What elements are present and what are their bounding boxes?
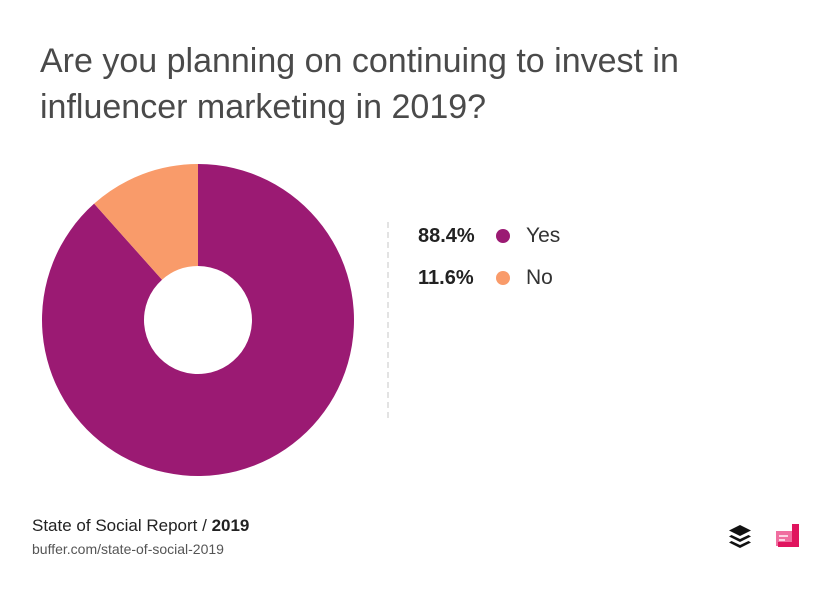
legend-swatch-no <box>496 271 510 285</box>
legend-value-yes: 88.4% <box>418 224 475 247</box>
report-title: State of Social Report / 2019 <box>32 516 249 536</box>
legend-swatch-yes <box>496 229 510 243</box>
brand-logo-icon <box>776 524 799 547</box>
source-credit: State of Social Report / 2019 buffer.com… <box>32 516 249 557</box>
legend-item-yes: 88.4% Yes <box>418 222 560 250</box>
legend: 88.4% Yes 11.6% No <box>418 222 560 306</box>
legend-divider <box>387 222 389 418</box>
legend-label-no: No <box>526 266 553 289</box>
report-year: 2019 <box>211 516 250 535</box>
report-url: buffer.com/state-of-social-2019 <box>32 541 224 557</box>
legend-label-yes: Yes <box>526 224 561 247</box>
buffer-logo-icon <box>729 525 751 548</box>
donut-chart <box>41 164 354 476</box>
donut-slice-no <box>94 164 198 280</box>
legend-item-no: 11.6% No <box>418 264 560 292</box>
donut-slice-yes <box>41 164 354 476</box>
chart-title: Are you planning on continuing to invest… <box>40 42 679 126</box>
report-name: State of Social Report / <box>32 516 207 535</box>
legend-value-no: 11.6% <box>418 266 474 289</box>
